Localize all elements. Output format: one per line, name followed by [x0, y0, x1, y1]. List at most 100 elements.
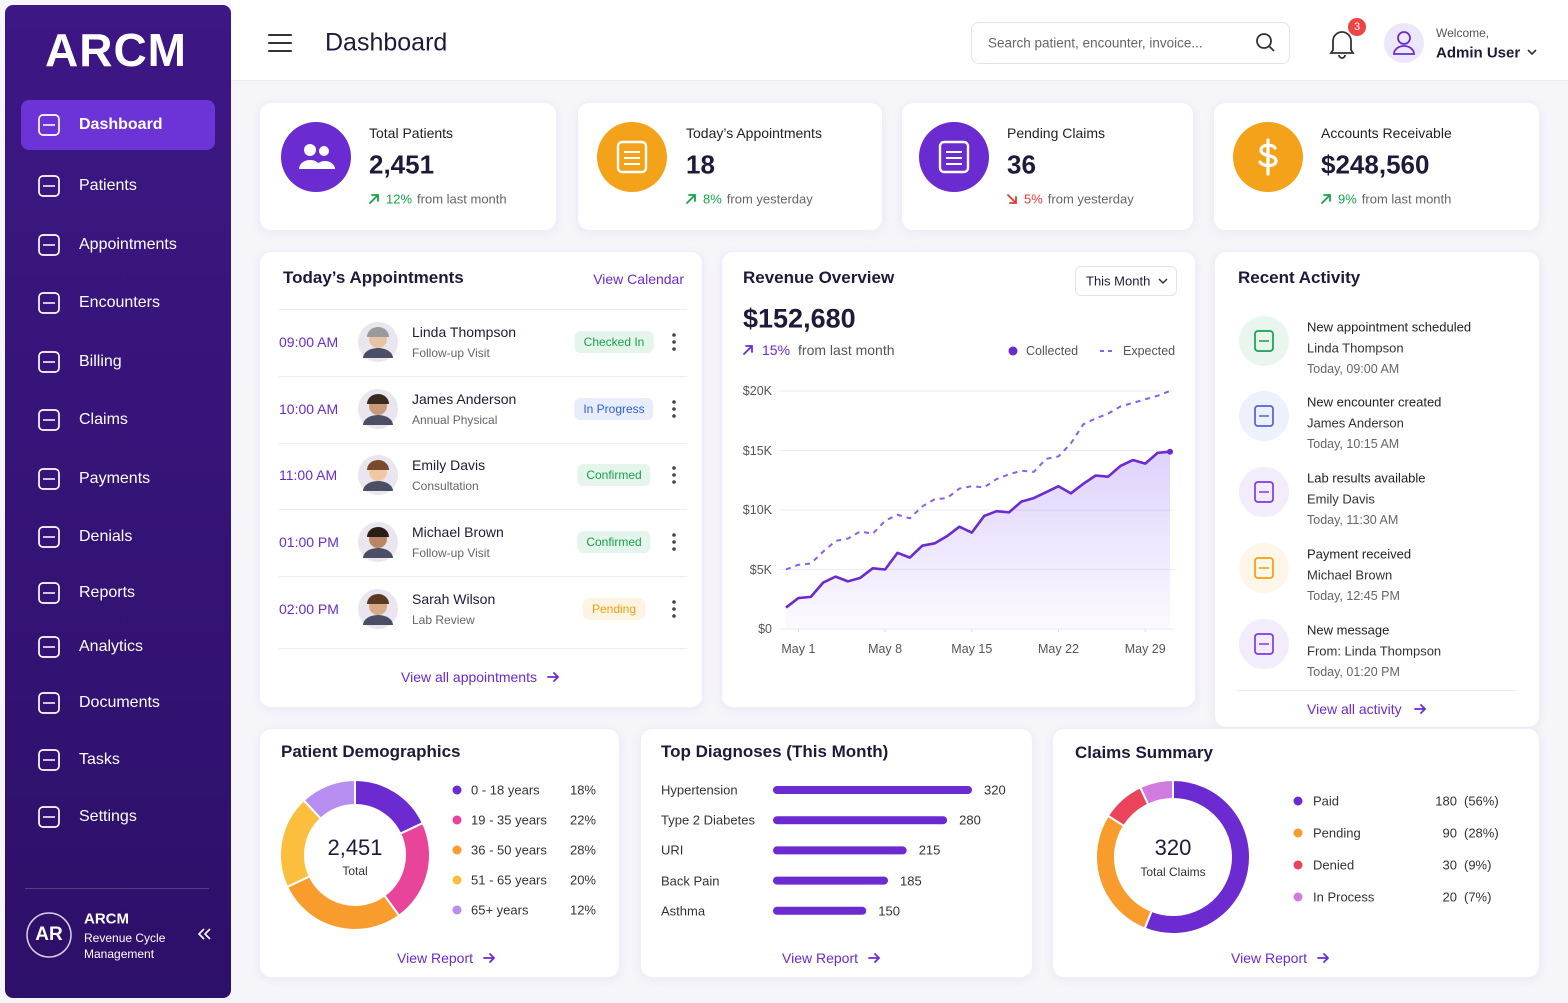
- nav-item[interactable]: Billing: [79, 353, 122, 370]
- patient-avatar: [367, 394, 389, 404]
- donut-segment: [302, 778, 356, 820]
- stat-label: Today’s Appointments: [686, 125, 822, 141]
- activity-subject: Linda Thompson: [1307, 340, 1404, 356]
- y-tick-label: $0: [758, 622, 772, 636]
- row-separator: [279, 309, 687, 310]
- search-box[interactable]: [971, 22, 1290, 64]
- legend-value: 18%: [569, 782, 596, 798]
- notification-count[interactable]: 3: [1353, 21, 1361, 33]
- row-menu: [672, 600, 676, 604]
- nav-item[interactable]: Claims: [79, 411, 128, 428]
- activity-icon: [1254, 481, 1274, 503]
- card-title: Revenue Overview: [743, 268, 895, 287]
- bar: [773, 786, 972, 794]
- nav-icon: [38, 806, 60, 828]
- x-tick-label: May 15: [951, 642, 993, 656]
- legend-marker: [452, 845, 462, 855]
- nav-item[interactable]: Patients: [79, 177, 137, 194]
- period-label: This Month: [1086, 273, 1151, 289]
- row-separator: [279, 576, 687, 577]
- legend-marker: [452, 815, 462, 825]
- nav-icon: [38, 582, 60, 604]
- activity-title: Payment received: [1307, 546, 1412, 562]
- row-separator: [279, 443, 687, 444]
- row-menu: [672, 333, 676, 337]
- nav-item[interactable]: Tasks: [79, 751, 120, 768]
- legend-share: (56%): [1464, 793, 1499, 809]
- bar: [773, 846, 907, 855]
- visit-type: Follow-up Visit: [412, 546, 490, 560]
- bar-value: 185: [900, 873, 922, 889]
- logo: ARCM: [45, 24, 187, 76]
- legend-share: (28%): [1464, 825, 1499, 841]
- legend-label: Paid: [1313, 793, 1340, 809]
- nav-icon: [38, 636, 60, 658]
- nav-item[interactable]: Reports: [79, 584, 136, 601]
- status-pill: Pending: [582, 598, 646, 620]
- nav-item[interactable]: Appointments: [79, 236, 177, 253]
- nav-item[interactable]: Settings: [79, 808, 137, 825]
- activity-time: Today, 11:30 AM: [1307, 513, 1399, 527]
- nav-item[interactable]: Analytics: [79, 638, 144, 655]
- nav-item[interactable]: Documents: [79, 694, 160, 711]
- revenue-change-value: 15%: [762, 342, 791, 358]
- row-menu: [672, 607, 676, 611]
- view-report-link[interactable]: View Report: [396, 950, 474, 966]
- user-avatar: [1393, 45, 1415, 55]
- user-name[interactable]: Admin User: [1436, 44, 1521, 62]
- bar-label: Hypertension: [661, 782, 738, 798]
- row-menu: [672, 614, 676, 618]
- visit-type: Annual Physical: [412, 413, 498, 427]
- notification-badge: [1348, 18, 1366, 36]
- collapse-button: [197, 928, 211, 940]
- status-pill: In Progress: [574, 398, 654, 420]
- activity-subject: Emily Davis: [1307, 491, 1375, 507]
- view-all-activity-link[interactable]: View all activity: [1307, 701, 1402, 717]
- patient-avatar: [363, 548, 393, 558]
- row-menu: [672, 533, 676, 537]
- arrow-icon: [1317, 953, 1330, 963]
- donut-total: 320: [1154, 835, 1192, 860]
- activity-icon: [1254, 557, 1274, 579]
- stat-icon-glyph: [616, 140, 648, 174]
- activity-subject: James Anderson: [1307, 415, 1404, 431]
- row-menu: [672, 473, 676, 477]
- legend-label: 36 - 50 years: [471, 842, 547, 858]
- legend-value: 28%: [569, 842, 596, 858]
- search-icon: [1268, 45, 1275, 52]
- legend-value: 22%: [569, 812, 596, 828]
- nav-item[interactable]: Payments: [79, 470, 151, 487]
- activity-title: New encounter created: [1307, 394, 1442, 410]
- nav-item[interactable]: Encounters: [79, 294, 160, 311]
- view-report-link[interactable]: View Report: [1230, 950, 1308, 966]
- legend-count: 180: [1435, 793, 1457, 809]
- bar: [773, 876, 889, 885]
- activity-time: Today, 12:45 PM: [1307, 589, 1400, 603]
- dropdown-chevron: [1158, 278, 1168, 285]
- donut-segment: [1138, 778, 1174, 806]
- nav-item[interactable]: Denials: [79, 528, 133, 545]
- donut-total: 2,451: [327, 835, 383, 860]
- bar-value: 215: [918, 842, 941, 858]
- page-title: Dashboard: [325, 28, 448, 57]
- status-pill: Confirmed: [577, 464, 651, 486]
- search-icon: [1256, 33, 1272, 49]
- stat-change-note: from last month: [1361, 191, 1452, 207]
- visit-type: Lab Review: [412, 613, 475, 627]
- view-all-appointments-link[interactable]: View all appointments: [401, 669, 537, 685]
- activity-icon: [1254, 405, 1274, 427]
- nav-icon: [38, 175, 60, 197]
- stat-change: 12% from last month: [386, 192, 507, 207]
- view-calendar-link[interactable]: View Calendar: [593, 271, 684, 287]
- nav-icon: [38, 468, 60, 490]
- legend-label: Pending: [1313, 825, 1361, 841]
- card-title: Top Diagnoses (This Month): [661, 742, 889, 761]
- patient-avatar: [363, 481, 393, 491]
- legend-count: 90: [1442, 825, 1457, 841]
- bar-value: 280: [959, 812, 981, 828]
- visit-type: Consultation: [412, 479, 479, 493]
- view-report-link[interactable]: View Report: [781, 950, 859, 966]
- row-separator: [1238, 690, 1516, 691]
- nav-item[interactable]: Dashboard: [79, 116, 163, 133]
